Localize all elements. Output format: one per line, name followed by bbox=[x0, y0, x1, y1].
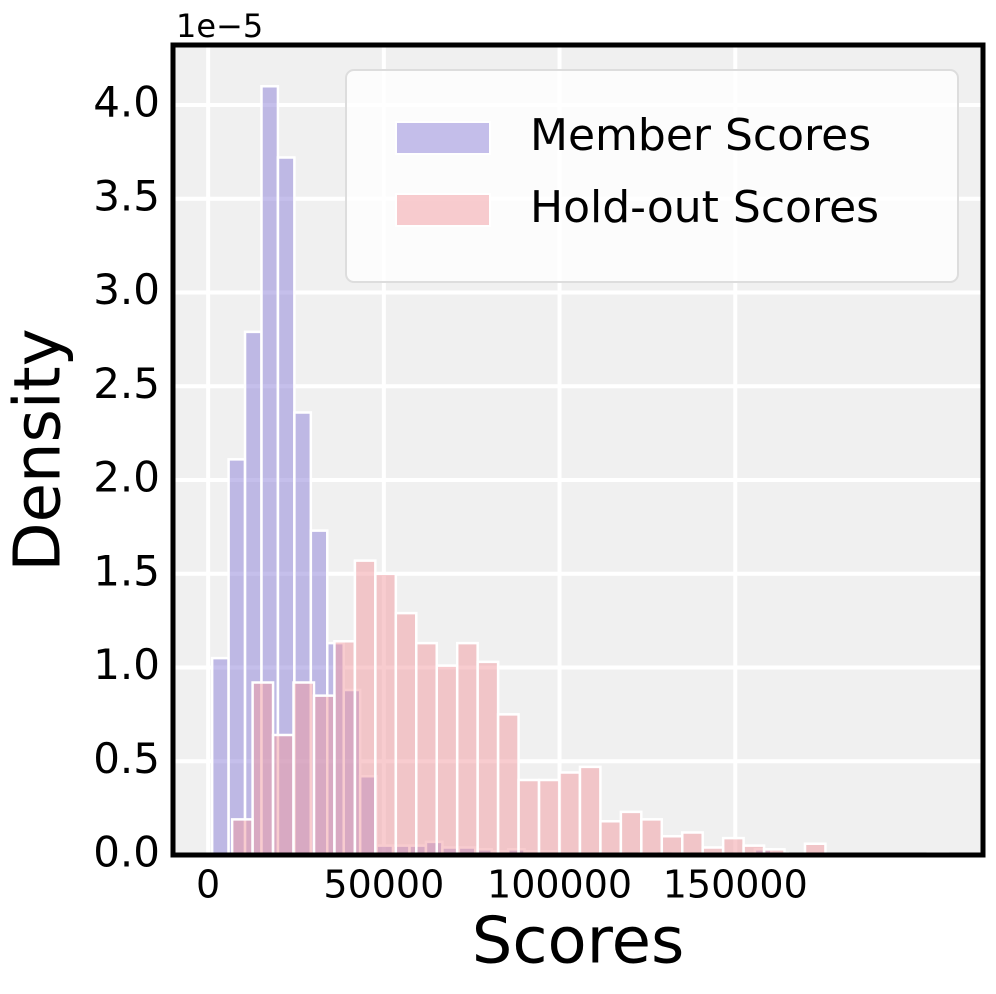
histogram-bar bbox=[517, 778, 541, 857]
y-tick-label: 3.0 bbox=[93, 265, 160, 314]
histogram-bar bbox=[353, 559, 377, 857]
x-tick-label: 150000 bbox=[663, 863, 808, 907]
x-tick-label: 50000 bbox=[323, 863, 444, 907]
y-tick-label: 4.0 bbox=[93, 78, 160, 127]
y-tick-label: 2.5 bbox=[93, 359, 160, 408]
plot-frame bbox=[170, 42, 986, 858]
histogram-bar bbox=[640, 818, 664, 857]
x-tick-label: 0 bbox=[196, 863, 220, 907]
histogram-bar bbox=[394, 611, 418, 857]
histogram-bar bbox=[476, 660, 500, 857]
histogram-bar bbox=[292, 681, 316, 857]
histogram-bar bbox=[435, 664, 459, 857]
histogram-bar bbox=[578, 765, 602, 857]
histogram-bar bbox=[312, 694, 336, 857]
y-tick-label: 1.5 bbox=[93, 546, 160, 595]
histogram-bar bbox=[374, 572, 398, 857]
histogram-bar bbox=[537, 778, 561, 857]
y-tick-label: 0.5 bbox=[93, 734, 160, 783]
histogram-bar bbox=[660, 835, 684, 857]
ticks: 0.0 0.5 1.0 1.5 2.0 2.5 3.0 3.5 4.0 0 50000 100000 1… bbox=[93, 78, 808, 907]
y-tick-label: 3.5 bbox=[93, 171, 160, 220]
legend-swatch bbox=[395, 121, 491, 155]
histogram-bar bbox=[619, 810, 643, 857]
y-tick-label: 1.0 bbox=[93, 640, 160, 689]
y-axis-label: Density bbox=[2, 328, 76, 571]
histogram-bar bbox=[251, 681, 275, 857]
histogram-bar bbox=[455, 641, 479, 857]
histogram-bar bbox=[271, 733, 295, 857]
legend-swatch bbox=[395, 193, 491, 227]
histogram-bar bbox=[496, 713, 520, 857]
histogram-bar bbox=[415, 641, 438, 857]
histogram-bar bbox=[558, 771, 582, 857]
histogram-bar bbox=[680, 831, 704, 857]
histogram-bar bbox=[230, 818, 254, 857]
histogram-bar bbox=[599, 820, 623, 857]
y-tick-label: 2.0 bbox=[93, 453, 160, 502]
x-tick-label: 100000 bbox=[487, 863, 632, 907]
offset-text: 1e−5 bbox=[176, 7, 263, 45]
x-axis-label: Scores bbox=[472, 905, 685, 979]
legend-label: Hold-out Scores bbox=[530, 182, 879, 233]
legend: Member Scores Hold-out Scores bbox=[345, 69, 959, 283]
histogram-bar bbox=[333, 640, 357, 857]
histogram-bar bbox=[210, 656, 230, 857]
legend-box bbox=[345, 69, 959, 283]
legend-label: Member Scores bbox=[530, 110, 871, 161]
histogram-bar bbox=[227, 458, 247, 857]
histogram-bar bbox=[721, 836, 745, 857]
y-tick-label: 0.0 bbox=[93, 828, 160, 877]
